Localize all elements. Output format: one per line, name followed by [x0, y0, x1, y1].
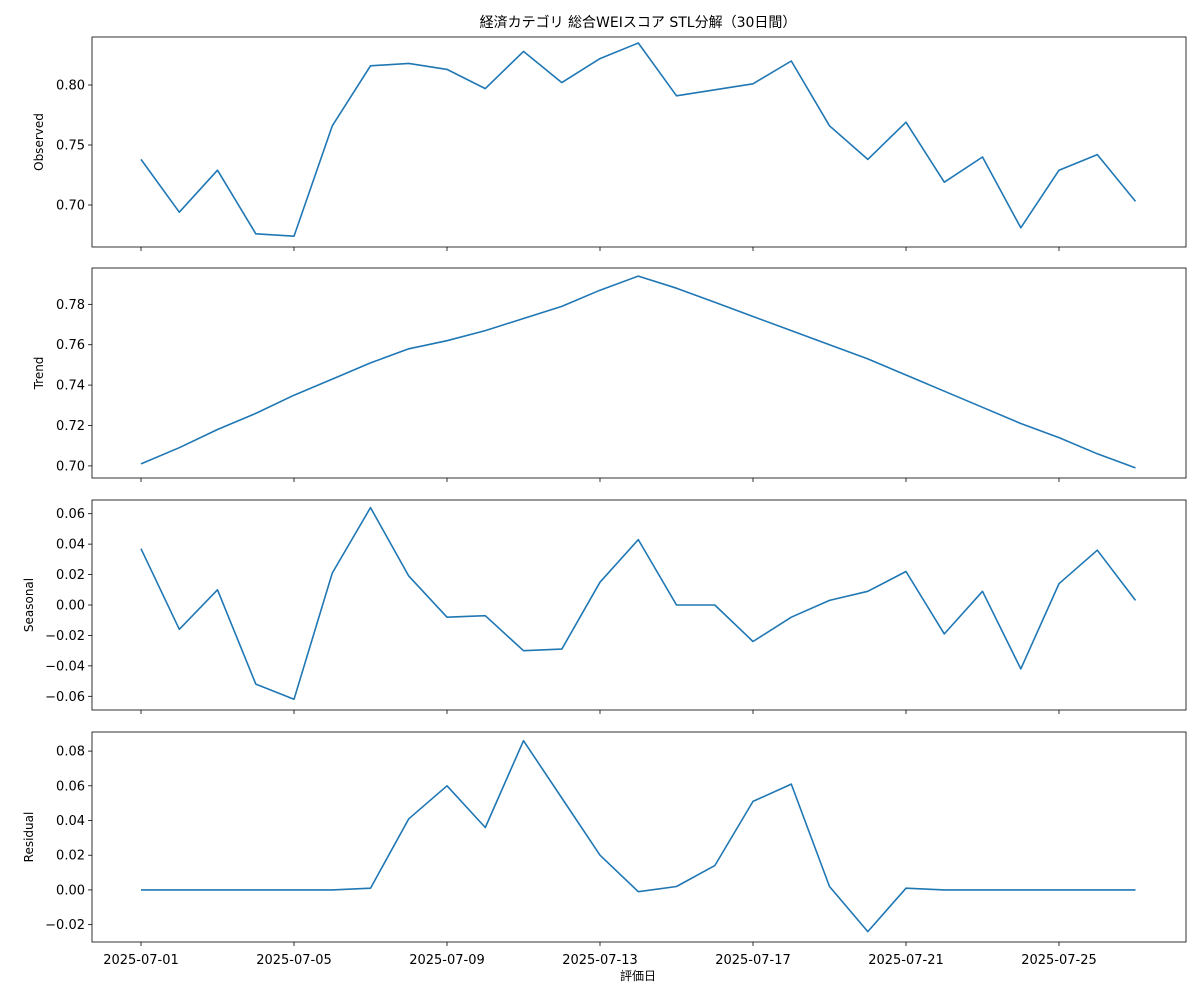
y-tick-label: 0.70	[56, 199, 85, 214]
x-tick-label: 2025-07-01	[103, 953, 179, 968]
y-tick-label: −0.04	[45, 659, 85, 674]
x-tick-label: 2025-07-09	[409, 953, 485, 968]
y-axis-label: Trend	[32, 357, 46, 391]
y-tick-label: 0.04	[56, 814, 85, 829]
panel-observed: 0.70 0.75 0.80 Observed	[32, 36, 1187, 251]
y-tick-label: 0.02	[56, 849, 85, 864]
y-tick-label: 0.04	[56, 538, 85, 553]
y-tick-label: 0.00	[56, 883, 85, 898]
y-tick-label: 0.02	[56, 568, 85, 583]
panel-seasonal: −0.06 −0.04 −0.02 0.00 0.02 0.04 0.06 Seasonal	[22, 499, 1187, 714]
y-tick-label: 0.00	[56, 599, 85, 614]
y-tick-label: 0.74	[56, 379, 85, 394]
y-axis-label: Observed	[32, 113, 46, 171]
series-line-trend	[140, 275, 1136, 469]
panel-residual: −0.02 0.00 0.02 0.04 0.06 0.08 Residual	[22, 731, 1187, 946]
x-tick-labels: 2025-07-01 2025-07-05 2025-07-09 2025-07-13…	[103, 953, 1097, 968]
series-line-seasonal	[140, 506, 1137, 701]
x-tick-label: 2025-07-17	[715, 953, 791, 968]
y-tick-label: 0.72	[56, 419, 85, 434]
y-axis-label: Residual	[22, 812, 36, 863]
y-tick-label: 0.75	[56, 139, 85, 154]
x-tick-label: 2025-07-13	[562, 953, 638, 968]
x-tick-label: 2025-07-21	[868, 953, 944, 968]
y-tick-label: 0.06	[56, 507, 85, 522]
panel-frame	[91, 731, 1187, 943]
x-tick-label: 2025-07-25	[1021, 953, 1097, 968]
series-line-observed	[140, 42, 1137, 237]
panel-frame	[91, 267, 1187, 479]
y-tick-label: 0.78	[56, 298, 85, 313]
panel-frame	[91, 36, 1187, 248]
y-tick-label: 0.76	[56, 338, 85, 353]
panels: 0.70 0.75 0.80 Observed 0.70 0.72 0.74 0.76 0.78…	[22, 36, 1187, 968]
series-line-residual	[141, 739, 1136, 933]
y-tick-label: −0.02	[45, 918, 85, 933]
figure-title: 経済カテゴリ 総合WEIスコア STL分解（30日間）	[480, 14, 797, 31]
x-tick-label: 2025-07-05	[256, 953, 332, 968]
y-tick-label: −0.06	[45, 690, 85, 705]
panel-trend: 0.70 0.72 0.74 0.76 0.78 Trend	[32, 267, 1187, 482]
y-tick-label: 0.80	[56, 79, 85, 94]
y-axis-label: Seasonal	[22, 578, 36, 632]
y-tick-label: −0.02	[45, 629, 85, 644]
y-tick-label: 0.70	[56, 459, 85, 474]
y-tick-label: 0.08	[56, 745, 85, 760]
x-axis-label: 評価日	[620, 968, 656, 983]
y-tick-label: 0.06	[56, 779, 85, 794]
